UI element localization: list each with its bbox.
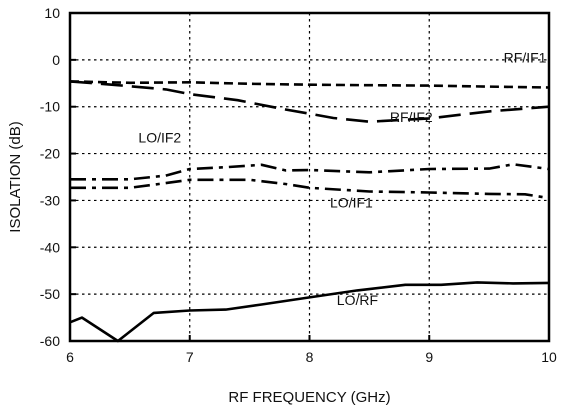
y-tick-label: -40 — [40, 239, 60, 255]
y-tick-label: -10 — [40, 99, 60, 115]
y-tick-label: 10 — [44, 5, 60, 21]
series-label-rf-if2: RF/IF2 — [390, 109, 433, 125]
series-line-rf-if2 — [69, 80, 550, 123]
series-label-lo-if2: LO/IF2 — [138, 129, 181, 145]
series-line-lo-if1 — [70, 178, 550, 200]
y-tick-label: -20 — [40, 146, 60, 162]
x-tick-label: 10 — [541, 349, 557, 365]
grid — [70, 13, 549, 341]
series-lines — [69, 80, 550, 343]
series-line-lo-rf — [69, 281, 550, 343]
x-tick-label: 6 — [66, 349, 74, 365]
y-tick-label: -60 — [40, 333, 60, 349]
series-line-lo-if2 — [70, 163, 550, 181]
x-tick-label: 9 — [425, 349, 433, 365]
y-tick-label: -30 — [40, 192, 60, 208]
series-labels: RF/IF1 RF/IF2 LO/IF2 LO/IF1 LO/RF — [138, 50, 546, 308]
x-tick-label: 8 — [306, 349, 314, 365]
series-line-rf-if1 — [69, 80, 550, 89]
series-label-lo-rf: LO/RF — [337, 292, 378, 308]
series-label-lo-if1: LO/IF1 — [330, 194, 373, 210]
y-axis-title: ISOLATION (dB) — [7, 121, 24, 232]
series-label-rf-if1: RF/IF1 — [504, 50, 547, 66]
axis-ticks: 6 7 8 9 10 10 0 -10 -20 -30 -40 -50 -60 — [40, 5, 557, 365]
x-tick-label: 7 — [186, 349, 194, 365]
y-tick-label: 0 — [52, 52, 60, 68]
y-tick-label: -50 — [40, 286, 60, 302]
x-axis-title: RF FREQUENCY (GHz) — [228, 389, 390, 406]
